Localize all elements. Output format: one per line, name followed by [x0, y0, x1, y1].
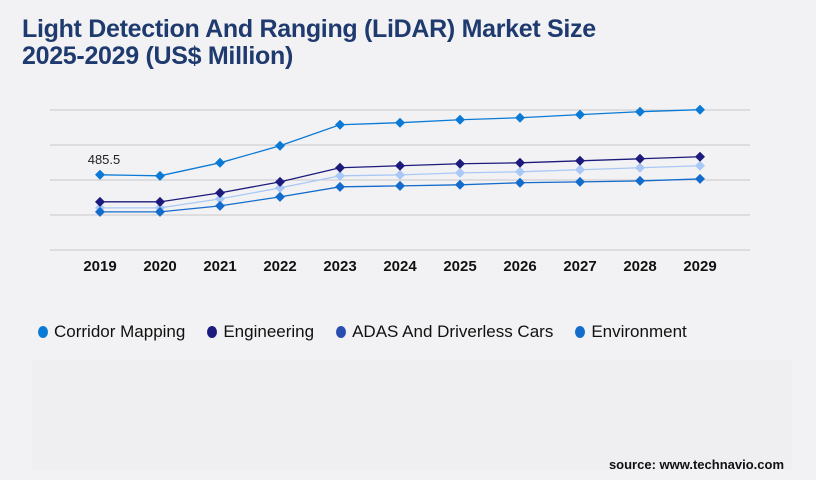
title-line-1: Light Detection And Ranging (LiDAR) Mark…: [22, 15, 596, 43]
data-point: [335, 181, 345, 192]
data-point: [395, 180, 405, 191]
x-tick-label: 2020: [143, 258, 176, 275]
data-point: [395, 117, 405, 128]
data-point: [635, 162, 645, 173]
data-point: [695, 160, 705, 171]
x-tick-label: 2021: [203, 258, 236, 275]
data-point: [95, 169, 105, 180]
x-tick-label: 2028: [623, 258, 656, 275]
legend-item: Environment: [575, 322, 687, 342]
data-point: [455, 167, 465, 178]
data-point: [395, 169, 405, 180]
data-point: [575, 155, 585, 166]
data-point: [95, 196, 105, 207]
x-tick-label: 2026: [503, 258, 536, 275]
data-point: [455, 114, 465, 125]
legend-item: ADAS And Driverless Cars: [336, 322, 553, 342]
data-point: [575, 176, 585, 187]
legend-marker-icon: [336, 326, 347, 338]
data-point: [695, 104, 705, 115]
data-point: [275, 182, 285, 193]
legend-marker-icon: [38, 326, 48, 338]
data-point: [215, 157, 225, 168]
x-tick-label: 2023: [323, 258, 356, 275]
data-point: [455, 179, 465, 190]
data-point: [395, 160, 405, 171]
data-point: [635, 153, 645, 164]
data-point: [155, 196, 165, 207]
data-label: 485.5: [88, 152, 121, 167]
x-tick-label: 2019: [83, 258, 116, 275]
legend-item: Engineering: [207, 322, 314, 342]
x-tick-label: 2027: [563, 258, 596, 275]
legend-background: [32, 360, 792, 470]
legend-marker-icon: [575, 326, 586, 338]
data-point: [455, 158, 465, 169]
data-point: [515, 177, 525, 188]
legend-item: Corridor Mapping: [38, 322, 185, 342]
x-tick-label: 2025: [443, 258, 476, 275]
data-point: [335, 119, 345, 130]
legend: Corridor Mapping Engineering ADAS And Driv…: [38, 322, 687, 342]
legend-label: Corridor Mapping: [54, 322, 186, 341]
legend-label: ADAS And Driverless Cars: [352, 322, 554, 341]
chart-title: Light Detection And Ranging (LiDAR) Mark…: [22, 16, 596, 70]
data-point: [695, 173, 705, 184]
data-point: [155, 206, 165, 217]
data-point: [335, 170, 345, 181]
data-point: [515, 112, 525, 123]
data-point: [575, 109, 585, 120]
data-point: [155, 170, 165, 181]
legend-marker-icon: [207, 326, 218, 338]
title-line-2: 2025-2029 (US$ Million): [22, 42, 293, 70]
data-point: [215, 187, 225, 198]
data-point: [695, 151, 705, 162]
legend-label: Environment: [591, 322, 687, 341]
data-point: [275, 191, 285, 202]
data-point: [515, 166, 525, 177]
data-point: [635, 106, 645, 117]
line-chart: 2019 2020 2021 2022 2023 2024 2025 2026 2027 2028…: [50, 104, 750, 275]
data-point: [95, 206, 105, 217]
x-tick-label: 2024: [383, 258, 417, 275]
data-point: [335, 162, 345, 173]
data-point: [215, 193, 225, 204]
source-text: source: www.technavio.com: [608, 457, 784, 472]
data-point: [515, 157, 525, 168]
data-point: [215, 200, 225, 211]
data-point: [275, 176, 285, 187]
data-point: [575, 164, 585, 175]
data-point: [275, 140, 285, 151]
x-tick-label: 2022: [263, 258, 296, 275]
data-point: [635, 175, 645, 186]
x-tick-label: 2029: [683, 258, 716, 275]
legend-label: Engineering: [223, 322, 315, 341]
